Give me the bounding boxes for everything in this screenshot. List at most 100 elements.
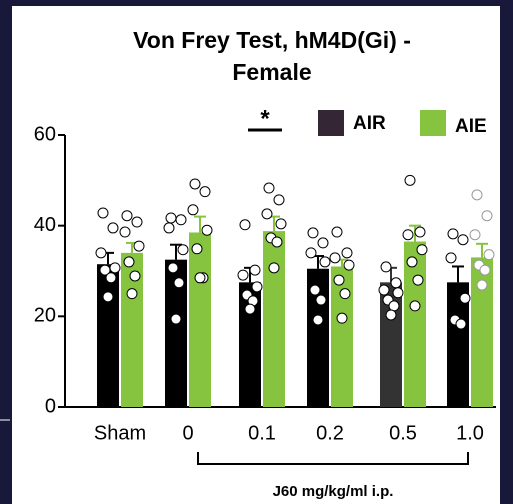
- bar: [97, 264, 119, 407]
- data-point: [105, 272, 117, 284]
- data-point: [459, 292, 471, 304]
- data-point: [412, 274, 424, 286]
- y-tick-label: 60: [34, 123, 56, 145]
- data-point: [385, 309, 397, 321]
- data-point: [102, 291, 114, 303]
- data-point: [469, 229, 481, 241]
- data-point: [129, 270, 141, 282]
- bar: [121, 252, 143, 407]
- data-point: [447, 228, 459, 240]
- data-point: [173, 277, 185, 289]
- data-point: [244, 303, 256, 315]
- data-point: [123, 256, 135, 268]
- data-point: [119, 226, 131, 238]
- significance-label: *: [260, 105, 270, 132]
- data-point: [191, 243, 203, 255]
- data-point: [165, 212, 177, 224]
- data-point: [95, 247, 107, 259]
- x-tick-label: 1.0: [456, 422, 484, 444]
- legend-label: AIR: [353, 113, 386, 134]
- data-point: [481, 210, 493, 222]
- data-point: [109, 262, 121, 274]
- data-point: [315, 294, 327, 306]
- legend-swatch: [420, 110, 446, 136]
- x-tick-label: 0.1: [248, 422, 276, 444]
- data-point: [445, 252, 457, 264]
- x-tick-label: 0.5: [389, 422, 417, 444]
- data-point: [416, 244, 428, 256]
- data-point: [406, 256, 418, 268]
- data-point: [268, 262, 280, 274]
- y-tick-label: 40: [34, 214, 56, 236]
- data-point: [414, 226, 426, 238]
- bar: [447, 282, 469, 407]
- bar: [239, 282, 261, 407]
- data-point: [392, 287, 404, 299]
- data-point: [239, 219, 251, 231]
- data-point: [189, 178, 201, 190]
- data-point: [271, 236, 283, 248]
- data-point: [380, 261, 392, 273]
- bar: [380, 282, 402, 407]
- data-point: [312, 314, 324, 326]
- x-bracket: [197, 452, 469, 465]
- data-point: [175, 214, 187, 226]
- data-point: [305, 247, 317, 259]
- data-point: [187, 204, 199, 216]
- data-point: [249, 264, 261, 276]
- bar: [471, 257, 493, 407]
- data-point: [261, 208, 273, 220]
- data-point: [121, 210, 133, 222]
- data-point: [309, 284, 321, 296]
- legend-label: AIE: [455, 116, 487, 137]
- x-tick-label: 0: [182, 422, 193, 444]
- chart-title: Von Frey Test, hM4D(Gi) -: [133, 27, 411, 53]
- legend-swatch: [318, 110, 344, 136]
- bar: [165, 259, 187, 407]
- bar: [189, 232, 211, 407]
- data-point: [99, 264, 111, 276]
- data-point: [333, 274, 345, 286]
- data-point: [476, 279, 488, 291]
- data-point: [133, 240, 145, 252]
- chart-title: Female: [232, 59, 311, 85]
- bar: [331, 266, 353, 407]
- data-point: [167, 262, 179, 274]
- data-point: [126, 288, 138, 300]
- data-point: [471, 189, 483, 201]
- data-point: [307, 227, 319, 239]
- data-point: [201, 224, 213, 236]
- data-point: [273, 194, 285, 206]
- data-point: [404, 174, 416, 186]
- data-point: [457, 234, 469, 246]
- x-tick-label: Sham: [94, 422, 146, 444]
- data-point: [97, 207, 109, 219]
- data-point: [131, 216, 143, 228]
- x-tick-label: 0.2: [316, 422, 344, 444]
- y-tick-label: 20: [34, 305, 56, 327]
- data-point: [390, 277, 402, 289]
- data-point: [107, 222, 119, 234]
- data-point: [483, 249, 495, 261]
- data-point: [194, 272, 206, 284]
- data-point: [319, 256, 331, 268]
- data-point: [170, 313, 182, 325]
- data-point: [317, 237, 329, 249]
- data-point: [237, 269, 249, 281]
- data-point: [341, 247, 353, 259]
- data-point: [388, 300, 400, 312]
- data-point: [329, 252, 341, 264]
- data-point: [378, 284, 390, 296]
- data-point: [177, 244, 189, 256]
- data-point: [199, 186, 211, 198]
- data-point: [163, 222, 175, 234]
- data-point: [263, 182, 275, 194]
- data-point: [409, 300, 421, 312]
- bar: [263, 231, 285, 407]
- data-point: [251, 281, 263, 293]
- data-point: [343, 259, 355, 271]
- data-point: [402, 229, 414, 241]
- x-axis-label: J60 mg/kg/ml i.p.: [273, 483, 394, 500]
- data-point: [479, 264, 491, 276]
